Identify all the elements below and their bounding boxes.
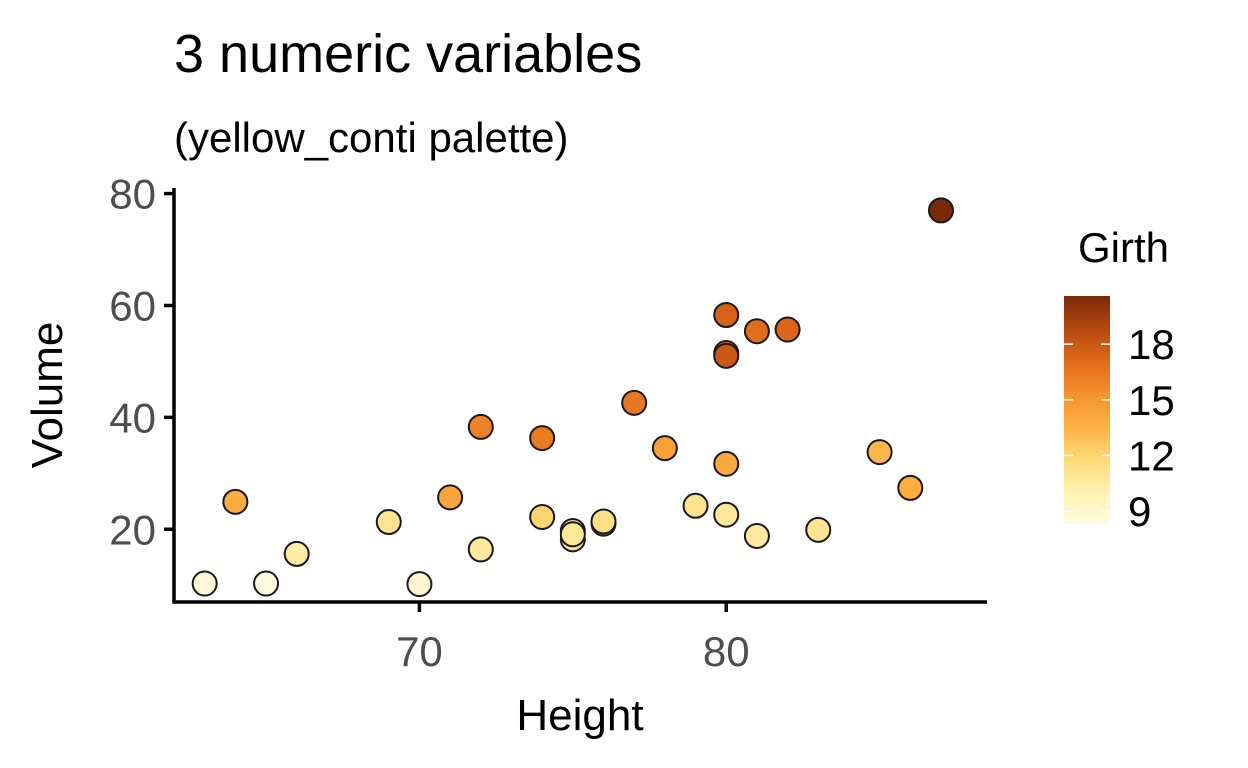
data-point [467, 536, 494, 563]
data-point [191, 570, 218, 597]
data-point [406, 571, 433, 598]
data-point [713, 450, 740, 477]
data-point [743, 522, 770, 549]
x-axis-ticks: 70 80 [396, 602, 750, 675]
data-point [222, 488, 249, 515]
plot-area: 70 80 20 40 60 80 [109, 171, 987, 675]
data-point [866, 439, 893, 466]
data-point [651, 435, 678, 462]
y-tick-label: 60 [109, 282, 156, 329]
data-point [743, 318, 770, 345]
data-point [467, 413, 494, 440]
data-point [805, 516, 832, 543]
legend-ticks: 9 12 15 18 [1064, 321, 1175, 535]
x-tick-label: 70 [396, 628, 443, 675]
data-point [437, 484, 464, 511]
data-point [621, 389, 648, 416]
data-point [529, 425, 556, 452]
data-point [590, 508, 617, 535]
data-point [529, 503, 556, 530]
legend-label: 15 [1128, 377, 1175, 424]
y-axis-title: Volume [23, 322, 72, 469]
x-axis-title: Height [516, 691, 643, 740]
data-point [682, 492, 709, 519]
y-tick-label: 20 [109, 506, 156, 553]
legend-label: 12 [1128, 432, 1175, 479]
legend-label: 18 [1128, 321, 1175, 368]
chart-title: 3 numeric variables [174, 24, 642, 84]
points-layer [191, 197, 954, 598]
legend-label: 9 [1128, 488, 1151, 535]
chart-subtitle: (yellow_conti palette) [174, 114, 569, 161]
data-point [774, 316, 801, 343]
data-point [283, 540, 310, 567]
color-legend: Girth 9 12 15 18 [1064, 224, 1175, 535]
data-point [559, 521, 586, 548]
legend-colorbar [1064, 296, 1110, 524]
y-tick-label: 80 [109, 171, 156, 218]
data-point [253, 570, 280, 597]
legend-title: Girth [1078, 224, 1169, 271]
data-point [713, 301, 740, 328]
y-tick-label: 40 [109, 394, 156, 441]
data-point [713, 501, 740, 528]
y-axis-ticks: 20 40 60 80 [109, 171, 174, 553]
data-point [375, 508, 402, 535]
data-point [713, 342, 740, 369]
x-tick-label: 80 [703, 628, 750, 675]
data-point [927, 197, 954, 224]
data-point [897, 474, 924, 501]
